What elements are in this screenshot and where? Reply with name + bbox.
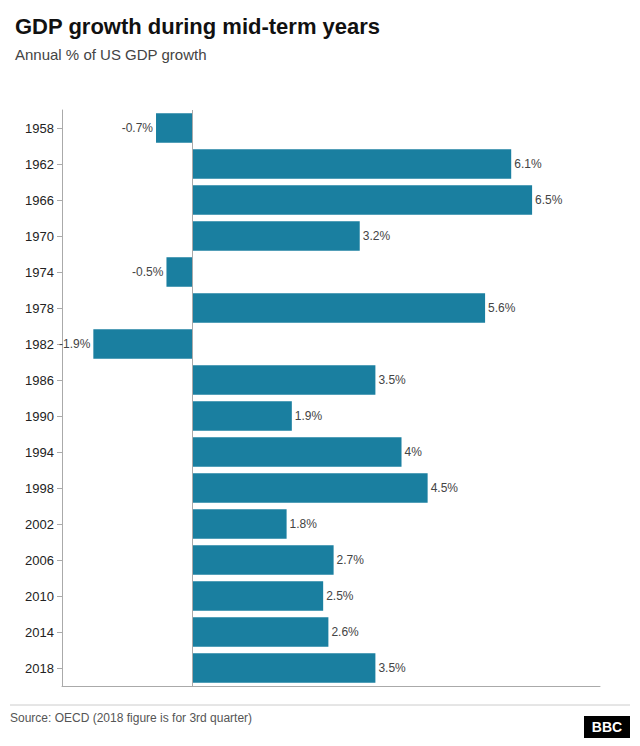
svg-text:2.5%: 2.5% bbox=[326, 589, 354, 603]
svg-text:5.6%: 5.6% bbox=[488, 301, 516, 315]
svg-text:2010: 2010 bbox=[25, 589, 54, 604]
svg-text:1966: 1966 bbox=[25, 193, 54, 208]
svg-text:2018: 2018 bbox=[25, 661, 54, 676]
svg-text:3.5%: 3.5% bbox=[378, 661, 406, 675]
svg-text:GDP growth during mid-term yea: GDP growth during mid-term years bbox=[15, 14, 380, 39]
svg-text:1.8%: 1.8% bbox=[290, 517, 318, 531]
svg-text:1958: 1958 bbox=[25, 121, 54, 136]
svg-text:1962: 1962 bbox=[25, 157, 54, 172]
svg-text:1978: 1978 bbox=[25, 301, 54, 316]
svg-text:3.5%: 3.5% bbox=[378, 373, 406, 387]
svg-text:6.5%: 6.5% bbox=[535, 193, 563, 207]
svg-text:1.9%: 1.9% bbox=[295, 409, 323, 423]
svg-text:1990: 1990 bbox=[25, 409, 54, 424]
svg-text:Source: OECD (2018 figure is f: Source: OECD (2018 figure is for 3rd qua… bbox=[10, 711, 252, 725]
svg-text:2.7%: 2.7% bbox=[337, 553, 365, 567]
svg-text:-1.9%: -1.9% bbox=[59, 337, 91, 351]
svg-text:-0.5%: -0.5% bbox=[132, 265, 164, 279]
svg-text:Annual % of US GDP growth: Annual % of US GDP growth bbox=[15, 46, 206, 63]
svg-text:1998: 1998 bbox=[25, 481, 54, 496]
svg-text:1970: 1970 bbox=[25, 229, 54, 244]
svg-text:2.6%: 2.6% bbox=[331, 625, 359, 639]
svg-text:-0.7%: -0.7% bbox=[122, 121, 154, 135]
svg-text:BBC: BBC bbox=[592, 719, 622, 735]
svg-text:3.2%: 3.2% bbox=[363, 229, 391, 243]
svg-text:4%: 4% bbox=[405, 445, 423, 459]
svg-text:6.1%: 6.1% bbox=[514, 157, 542, 171]
svg-text:1982: 1982 bbox=[25, 337, 54, 352]
svg-text:1974: 1974 bbox=[25, 265, 54, 280]
svg-text:4.5%: 4.5% bbox=[431, 481, 459, 495]
svg-text:2014: 2014 bbox=[25, 625, 54, 640]
svg-text:1986: 1986 bbox=[25, 373, 54, 388]
svg-text:2002: 2002 bbox=[25, 517, 54, 532]
svg-text:2006: 2006 bbox=[25, 553, 54, 568]
svg-text:1994: 1994 bbox=[25, 445, 54, 460]
